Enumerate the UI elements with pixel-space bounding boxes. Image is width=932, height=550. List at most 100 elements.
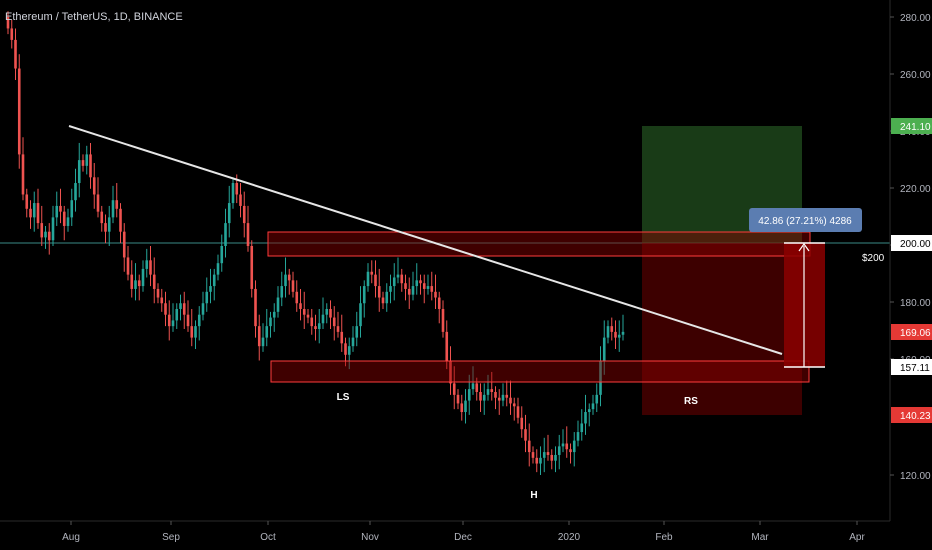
candle: [475, 377, 479, 401]
candle: [542, 437, 546, 473]
candle: [14, 28, 17, 80]
candle: [400, 268, 404, 292]
candle: [599, 346, 602, 407]
candle: [182, 291, 186, 330]
candle: [216, 254, 220, 281]
candle: [486, 374, 490, 401]
candle: [621, 314, 625, 341]
candle: [546, 434, 550, 461]
candle: [441, 300, 445, 338]
candle: [512, 397, 516, 421]
candle: [126, 246, 130, 281]
candle: [539, 446, 542, 475]
candle: [265, 308, 269, 347]
resistance-zone[interactable]: [267, 231, 811, 257]
candle: [224, 208, 227, 258]
candle: [96, 177, 100, 218]
candle: [434, 274, 437, 309]
candle: [355, 311, 359, 347]
stop-price-tag-bg: [891, 407, 932, 423]
candle: [561, 429, 565, 453]
candle: [164, 291, 167, 327]
candle: [449, 346, 452, 395]
stop-price-tag: 140.23: [900, 411, 931, 422]
last-price-tag-bg: [891, 324, 932, 340]
candle: [396, 257, 400, 284]
measure-label: 42.86 (27.21%) 4286: [758, 216, 852, 227]
candle: [21, 137, 25, 201]
candle: [591, 394, 595, 415]
candle: [32, 191, 36, 232]
candle: [377, 268, 381, 312]
last-price-tag: 169.06: [900, 328, 931, 339]
candle: [370, 260, 374, 284]
candle: [6, 11, 10, 35]
candle: [580, 409, 584, 441]
candle: [209, 268, 212, 304]
candle: [261, 323, 265, 352]
y-tick-label: 180.00: [900, 298, 931, 309]
y-tick-label: 220.00: [900, 184, 931, 195]
candle: [392, 263, 396, 301]
candle: [587, 403, 591, 427]
candle: [92, 162, 96, 209]
candle: [572, 432, 576, 467]
candle: [505, 380, 509, 407]
trendline[interactable]: [68, 125, 783, 355]
candle: [295, 280, 299, 312]
candle: [212, 268, 216, 301]
candle: [381, 291, 385, 309]
support-price-tag: 157.11: [900, 363, 930, 374]
candle: [359, 286, 362, 338]
candle: [610, 317, 614, 341]
candle: [520, 406, 524, 438]
entry-price-tag: 200.00: [900, 239, 931, 250]
candle: [516, 397, 520, 424]
candle: [419, 274, 422, 295]
candle: [362, 280, 366, 318]
candle: [464, 389, 467, 424]
candle: [460, 394, 464, 421]
candle: [595, 383, 599, 413]
x-tick-label: 2020: [558, 532, 581, 543]
candle: [347, 337, 351, 370]
candle: [415, 263, 419, 295]
left-shoulder-label: LS: [337, 392, 350, 403]
candle: [284, 257, 287, 298]
candle: [314, 314, 317, 341]
candle: [167, 300, 171, 341]
support-zone[interactable]: [270, 360, 810, 383]
candle: [565, 426, 569, 458]
candle: [497, 389, 501, 415]
candle: [411, 271, 415, 301]
candle: [156, 283, 160, 304]
candle: [59, 188, 62, 224]
candle: [617, 320, 621, 352]
candle: [430, 271, 434, 301]
x-tick-label: Dec: [454, 532, 472, 543]
candle: [44, 225, 47, 249]
candle: [107, 205, 111, 246]
candle: [62, 205, 66, 241]
candle: [554, 446, 557, 473]
candle: [606, 320, 610, 344]
candle: [115, 183, 119, 218]
candle: [509, 380, 512, 415]
candle: [239, 183, 242, 218]
candle: [471, 366, 475, 395]
candle: [190, 308, 194, 347]
right-shoulder-label: RS: [684, 396, 698, 407]
y-tick-label: 120.00: [900, 471, 931, 482]
candle: [336, 311, 340, 338]
candle: [280, 271, 284, 307]
candle: [321, 297, 325, 330]
loss-zone[interactable]: [642, 243, 802, 415]
candle: [501, 383, 505, 407]
price-note: $200: [862, 253, 885, 264]
candle: [231, 177, 235, 209]
candle: [602, 320, 606, 375]
candle: [614, 320, 617, 350]
candle: [194, 320, 197, 350]
candle: [81, 154, 85, 172]
